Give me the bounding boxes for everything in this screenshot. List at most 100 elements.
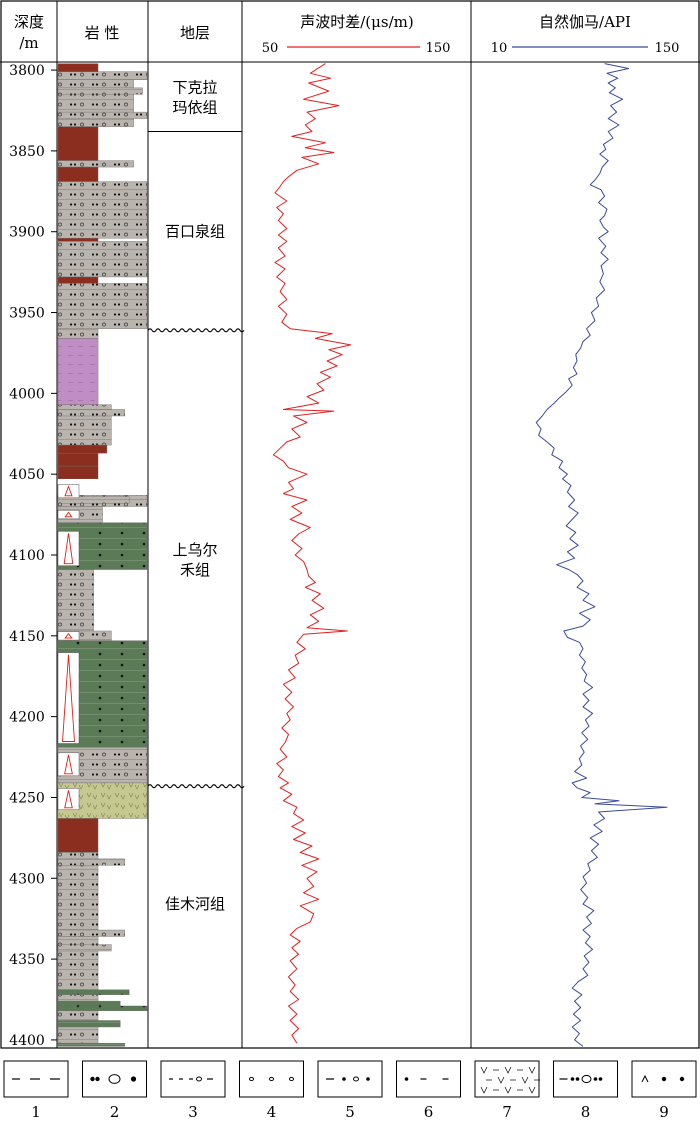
legend-number: 4 <box>267 1103 277 1121</box>
lithology-layer-mudstone <box>57 166 99 182</box>
lithology-legend: 1 2 3 4 5 6 7 8 9 <box>3 1060 697 1121</box>
ac-scale-max: 150 <box>426 41 451 56</box>
fining-upward-triangle <box>64 485 73 497</box>
lithology-sand-step <box>57 111 148 119</box>
lithology-layer-sand <box>57 569 94 632</box>
chart-frame <box>0 0 700 1049</box>
lithology-layer-green <box>57 1005 148 1012</box>
lithology-layer-sand <box>57 181 148 239</box>
lithology-layer-mudstone <box>57 444 108 454</box>
lithology-sand-step <box>57 87 143 95</box>
lithology-layer-mudstone <box>57 63 99 72</box>
depth-tick-label: 3950 <box>9 306 45 322</box>
lithology-layer-mudstone <box>57 126 99 161</box>
depth-tick-label: 4400 <box>9 1033 45 1049</box>
depth-tick-label: 3800 <box>9 63 45 79</box>
lithology-header: 岩 性 <box>85 24 120 42</box>
lithology-sand-step <box>57 409 125 417</box>
lithology-layer-sand <box>57 994 99 1002</box>
depth-header-line1: 深度 <box>14 13 44 31</box>
depth-tick-label: 4000 <box>9 386 45 402</box>
legend-number: 8 <box>581 1103 591 1121</box>
strata-name: 上乌尔 <box>172 541 217 559</box>
legend-item-2: 2 <box>82 1060 147 1121</box>
lithology-layer-mudstone <box>57 276 99 284</box>
legend-number: 3 <box>188 1103 198 1121</box>
cycle-box <box>57 752 80 777</box>
strata-header: 地层 <box>180 24 210 42</box>
cycle-box <box>57 531 80 566</box>
lithology-layer-green <box>57 1020 121 1028</box>
legend-symbol-dash-circle <box>169 1076 213 1082</box>
legend-number: 5 <box>345 1103 355 1121</box>
legend-item-7: 7 <box>474 1060 540 1121</box>
depth-tick-label: 4200 <box>9 710 45 726</box>
gr-scale-max: 150 <box>655 41 680 56</box>
legend-number: 2 <box>110 1103 120 1121</box>
lithology-layer-green <box>57 989 130 995</box>
legend-number: 9 <box>659 1103 669 1121</box>
legend-number: 1 <box>31 1103 41 1121</box>
lithology-sand-step <box>57 858 125 866</box>
legend-symbol-dot-dashes <box>404 1077 449 1081</box>
fining-upward-triangle <box>64 754 73 775</box>
gr-curve <box>535 63 668 1047</box>
cycle-box <box>57 788 80 811</box>
depth-tick-label: 4150 <box>9 629 45 645</box>
lithology-sand-step <box>57 944 112 952</box>
lithology-sand-step <box>57 496 130 504</box>
lithology-layer-sand <box>57 1010 99 1021</box>
strata-name: 下克拉 <box>172 79 217 97</box>
legend-symbol-caret-dots <box>641 1074 685 1083</box>
cycle-box <box>57 510 80 520</box>
lithology-layer-green <box>57 1000 121 1007</box>
strata-name: 玛依组 <box>172 99 217 117</box>
lithology-layer-mudstone <box>57 465 99 480</box>
legend-symbol-dash-dot-circle <box>326 1076 370 1082</box>
ac-header: 声波时差/(μs/m) <box>300 13 413 31</box>
lithology-layer-sand <box>57 160 134 168</box>
lithology-layer-sand <box>57 929 125 937</box>
gr-scale-min: 10 <box>491 41 508 56</box>
fining-upward-triangle <box>63 533 74 565</box>
strata-name: 禾组 <box>180 561 210 579</box>
ac-curve <box>272 63 352 1044</box>
fining-upward-triangle <box>64 511 73 518</box>
depth-header-line2: /m <box>19 34 38 52</box>
unconformity-wavy-line <box>147 328 245 333</box>
lithology-layer-sand <box>57 241 148 278</box>
lithology-layer-mudstone <box>57 452 99 467</box>
fining-upward-triangle <box>64 790 73 809</box>
legend-item-1: 1 <box>3 1060 69 1121</box>
fining-upward-triangle <box>64 632 73 639</box>
lithology-layer-sand <box>57 283 148 329</box>
ac-scale-min: 50 <box>262 41 279 56</box>
legend-item-5: 5 <box>317 1060 383 1121</box>
depth-tick-label: 4050 <box>9 467 45 483</box>
log-curves <box>272 63 668 1047</box>
legend-symbol-dash-dots-circle <box>559 1074 603 1084</box>
depth-tick-label: 4100 <box>9 548 45 564</box>
lithology-layer-purple <box>57 338 99 405</box>
legend-item-3: 3 <box>160 1060 226 1121</box>
lithology-layer-sand <box>57 328 99 339</box>
lithology-layer-mudstone <box>57 818 99 853</box>
depth-tick-label: 3850 <box>9 144 45 160</box>
legend-number: 6 <box>424 1103 434 1121</box>
legend-item-8: 8 <box>553 1060 618 1121</box>
lithology-layer-green <box>57 1042 125 1047</box>
legend-swatch <box>239 1060 304 1098</box>
strata-name: 百口泉组 <box>165 223 225 241</box>
legend-item-4: 4 <box>239 1060 304 1121</box>
depth-axis: 3800 3850 3900 3950 4000 4050 4100 4150 4200 4250… <box>9 63 57 1049</box>
fining-upward-triangle <box>62 654 75 742</box>
legend-number: 7 <box>502 1103 512 1121</box>
lithology-column <box>57 63 148 1047</box>
cycle-box <box>57 484 80 499</box>
cycle-box <box>57 631 80 641</box>
legend-item-9: 9 <box>631 1060 697 1121</box>
cycle-box <box>57 652 80 744</box>
legend-item-6: 6 <box>396 1060 461 1121</box>
